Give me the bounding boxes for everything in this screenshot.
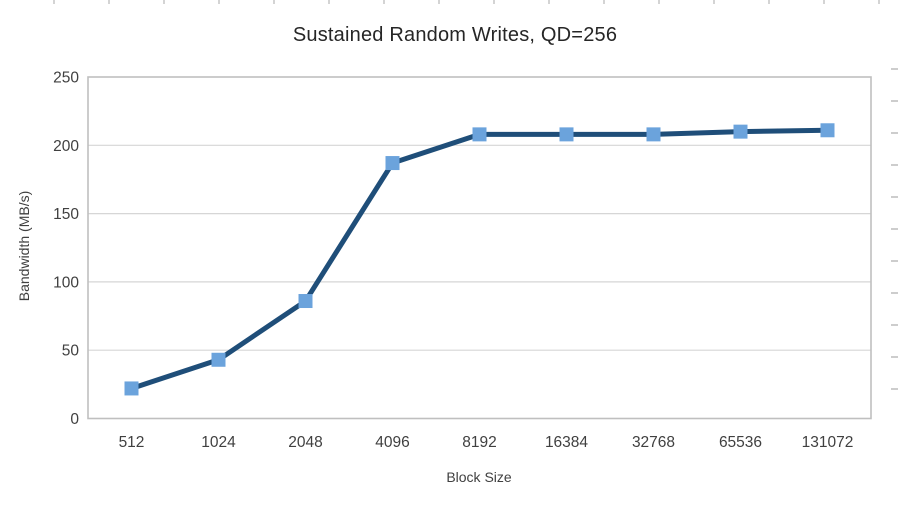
data-point-marker xyxy=(385,156,400,171)
x-tick-label: 131072 xyxy=(802,434,854,451)
y-tick-label: 150 xyxy=(53,206,79,223)
x-tick-label: 512 xyxy=(119,434,145,451)
data-point-marker xyxy=(211,352,226,367)
x-tick-label: 16384 xyxy=(545,434,588,451)
chart-title: Sustained Random Writes, QD=256 xyxy=(292,24,618,46)
data-point-marker xyxy=(298,294,313,309)
y-tick-label: 200 xyxy=(53,138,79,155)
data-point-marker xyxy=(559,127,574,142)
x-tick-label: 65536 xyxy=(719,434,762,451)
x-tick-label: 2048 xyxy=(288,434,322,451)
x-tick-label: 32768 xyxy=(632,434,675,451)
data-point-marker xyxy=(124,381,139,396)
plot-border xyxy=(87,76,872,420)
data-point-marker xyxy=(820,123,835,138)
y-tick-label: 250 xyxy=(53,70,79,87)
data-point-marker xyxy=(472,127,487,142)
y-tick-label: 0 xyxy=(70,411,79,428)
y-tick-label: 100 xyxy=(53,274,79,291)
right-ruler-ticks xyxy=(891,68,898,416)
x-axis-title: Block Size xyxy=(446,469,512,485)
x-tick-label: 4096 xyxy=(375,434,409,451)
top-ruler-ticks xyxy=(0,0,899,4)
data-point-marker xyxy=(733,124,748,139)
data-point-marker xyxy=(646,127,661,142)
x-tick-label: 8192 xyxy=(462,434,496,451)
y-tick-label: 50 xyxy=(62,343,80,360)
x-tick-label: 1024 xyxy=(201,434,236,451)
